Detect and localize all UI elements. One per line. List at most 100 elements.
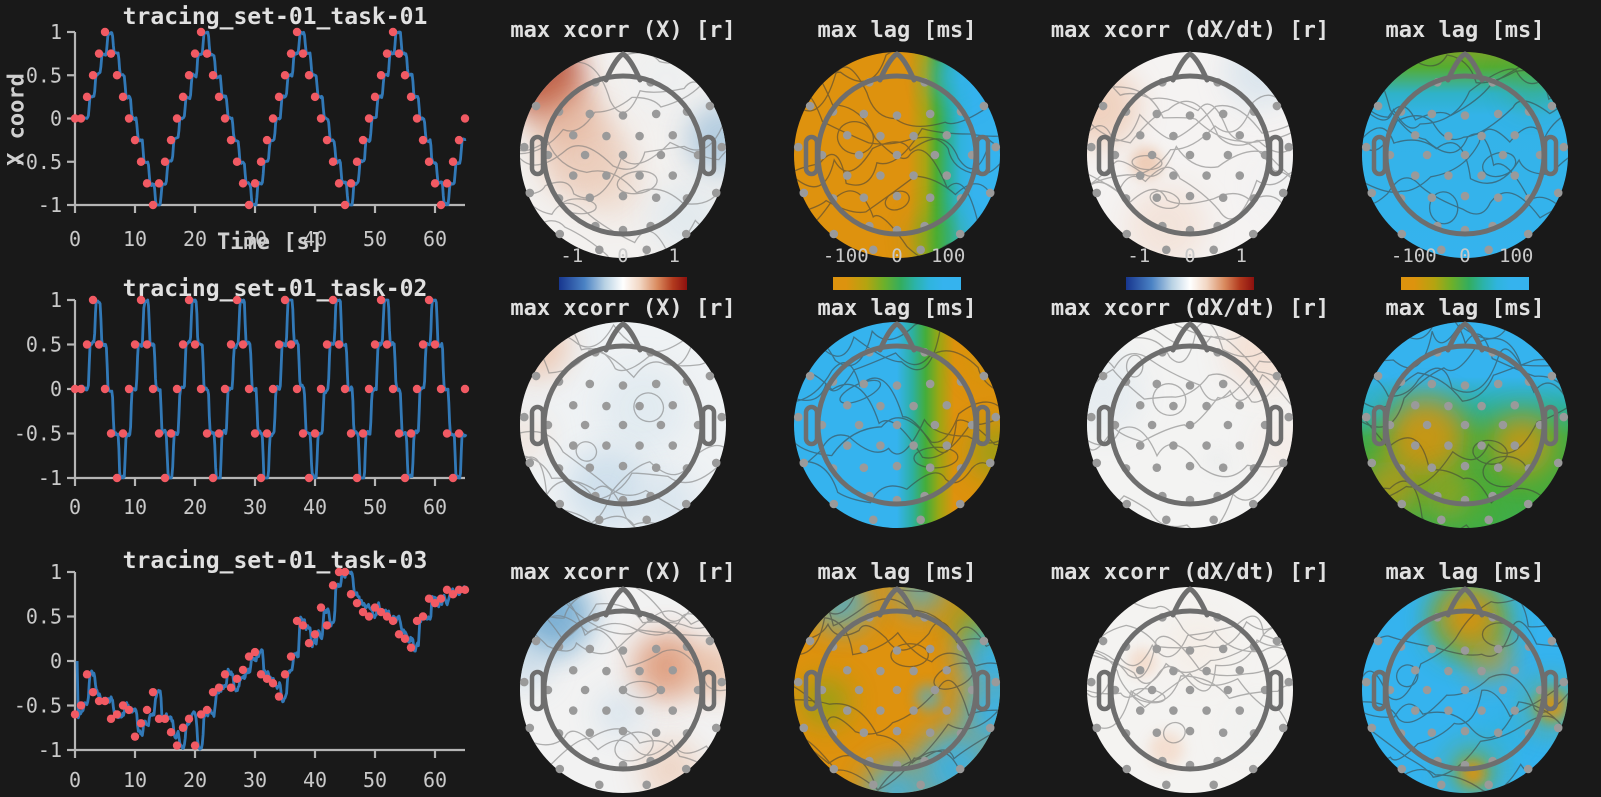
colorbar-ticks: -100 0 100 xyxy=(1391,245,1533,267)
head-outline xyxy=(529,321,717,507)
x-tick-label: 30 xyxy=(243,495,267,519)
head-outline xyxy=(1371,321,1559,507)
x-tick-label: 60 xyxy=(423,768,447,792)
colorbar-ticks: -1 0 1 xyxy=(559,245,687,267)
nose-outline xyxy=(603,321,643,353)
target-markers xyxy=(70,567,470,750)
colorbar-lag xyxy=(1401,277,1529,290)
x-tick-label: 10 xyxy=(123,495,147,519)
x-tick-label: 0 xyxy=(69,768,81,792)
x-axis-label: Time [s] xyxy=(217,230,323,255)
map-title: max xcorr (dX/dt) [r] xyxy=(1050,560,1330,585)
interpolated-field xyxy=(794,587,1000,793)
map-title: max xcorr (X) [r] xyxy=(510,560,736,585)
colorbar-tick: 0 xyxy=(617,245,629,267)
x-tick-label: 50 xyxy=(363,768,387,792)
y-tick-label: -1 xyxy=(38,193,62,217)
right-ear-outline xyxy=(1267,134,1284,177)
right-ear-outline xyxy=(1267,404,1284,447)
topomap-r2-lag-dxdt xyxy=(1361,321,1569,528)
right-ear-outline xyxy=(974,134,991,177)
colorbar-lag xyxy=(833,277,961,290)
nose-outline xyxy=(603,586,643,618)
y-tick-label: 0 xyxy=(50,377,62,401)
left-ear-outline xyxy=(529,404,546,447)
head-outline xyxy=(803,586,991,772)
y-tick-label: 0.5 xyxy=(26,333,62,357)
x-tick-label: 50 xyxy=(363,495,387,519)
left-ear-outline xyxy=(803,669,820,712)
nose-outline xyxy=(1170,321,1210,353)
left-ear-outline xyxy=(529,134,546,177)
right-ear-outline xyxy=(974,404,991,447)
colorbar-tick: 0 xyxy=(1184,245,1196,267)
x-tick-label: 30 xyxy=(243,227,267,251)
x-tick-label: 30 xyxy=(243,768,267,792)
topomap-r3-lag-x xyxy=(793,586,1001,793)
y-tick-label: 0 xyxy=(50,649,62,673)
colorbar-ticks: -1 0 1 xyxy=(1126,245,1254,267)
left-ear-outline xyxy=(803,134,820,177)
nose-outline xyxy=(1170,586,1210,618)
trace-line xyxy=(75,570,468,751)
colorbar-xcorr xyxy=(559,277,687,290)
left-ear-outline xyxy=(1371,134,1388,177)
axes xyxy=(67,30,465,213)
right-ear-outline xyxy=(700,404,717,447)
right-ear-outline xyxy=(974,669,991,712)
left-ear-outline xyxy=(1371,669,1388,712)
target-markers xyxy=(70,27,470,210)
right-ear-outline xyxy=(1542,669,1559,712)
nose-outline xyxy=(877,321,917,353)
colorbar-tick: 1 xyxy=(668,245,680,267)
head-outline xyxy=(529,586,717,772)
colorbar-ticks: -100 0 100 xyxy=(823,245,965,267)
map-title: max lag [ms] xyxy=(1385,560,1545,585)
x-tick-label: 10 xyxy=(123,768,147,792)
head-outline xyxy=(529,51,717,237)
head-outline xyxy=(1371,51,1559,237)
y-tick-label: -0.5 xyxy=(14,422,62,446)
y-tick-label: 1 xyxy=(50,20,62,44)
map-title: max lag [ms] xyxy=(817,560,977,585)
topomap-r1-xcorr-dxdt xyxy=(1086,51,1294,258)
timeseries-title-3: tracing_set-01_task-03 xyxy=(122,548,428,574)
timeseries-plot-2: 1 0.5 0 -0.5 -1 0 10 20 30 40 50 60 xyxy=(14,288,470,519)
map-title: max xcorr (dX/dt) [r] xyxy=(1050,18,1330,43)
left-ear-outline xyxy=(1096,669,1113,712)
colorbar-tick: -100 xyxy=(1390,245,1437,267)
map-title: max xcorr (X) [r] xyxy=(510,296,736,321)
x-tick-label: 40 xyxy=(303,495,327,519)
head-outline xyxy=(1371,586,1559,772)
timeseries-title-2: tracing_set-01_task-02 xyxy=(122,276,428,302)
map-title: max lag [ms] xyxy=(1385,18,1545,43)
x-tick-label: 0 xyxy=(69,227,81,251)
trace-line xyxy=(77,30,467,207)
x-tick-label: 60 xyxy=(423,227,447,251)
right-ear-outline xyxy=(700,669,717,712)
interpolated-field xyxy=(1087,587,1293,793)
topomap-r3-xcorr-dxdt xyxy=(1086,586,1294,793)
y-tick-label: -0.5 xyxy=(14,694,62,718)
topomap-r1-lag-x xyxy=(793,51,1001,258)
right-ear-outline xyxy=(700,134,717,177)
y-tick-label: -1 xyxy=(38,466,62,490)
map-title: max lag [ms] xyxy=(817,18,977,43)
x-tick-label: 40 xyxy=(303,768,327,792)
left-ear-outline xyxy=(1096,134,1113,177)
colorbar-xcorr xyxy=(1126,277,1254,290)
y-tick-label: 1 xyxy=(50,288,62,312)
x-tick-label: 20 xyxy=(183,768,207,792)
right-ear-outline xyxy=(1542,404,1559,447)
x-tick-label: 20 xyxy=(183,495,207,519)
topomap-r2-lag-x xyxy=(793,321,1001,528)
electrode-dots xyxy=(519,78,727,255)
y-tick-label: 0.5 xyxy=(26,63,62,87)
map-title: max lag [ms] xyxy=(817,296,977,321)
head-outline xyxy=(1096,321,1284,507)
x-tick-label: 40 xyxy=(303,227,327,251)
x-tick-label: 20 xyxy=(183,227,207,251)
x-tick-label: 50 xyxy=(363,227,387,251)
head-outline xyxy=(803,51,991,237)
